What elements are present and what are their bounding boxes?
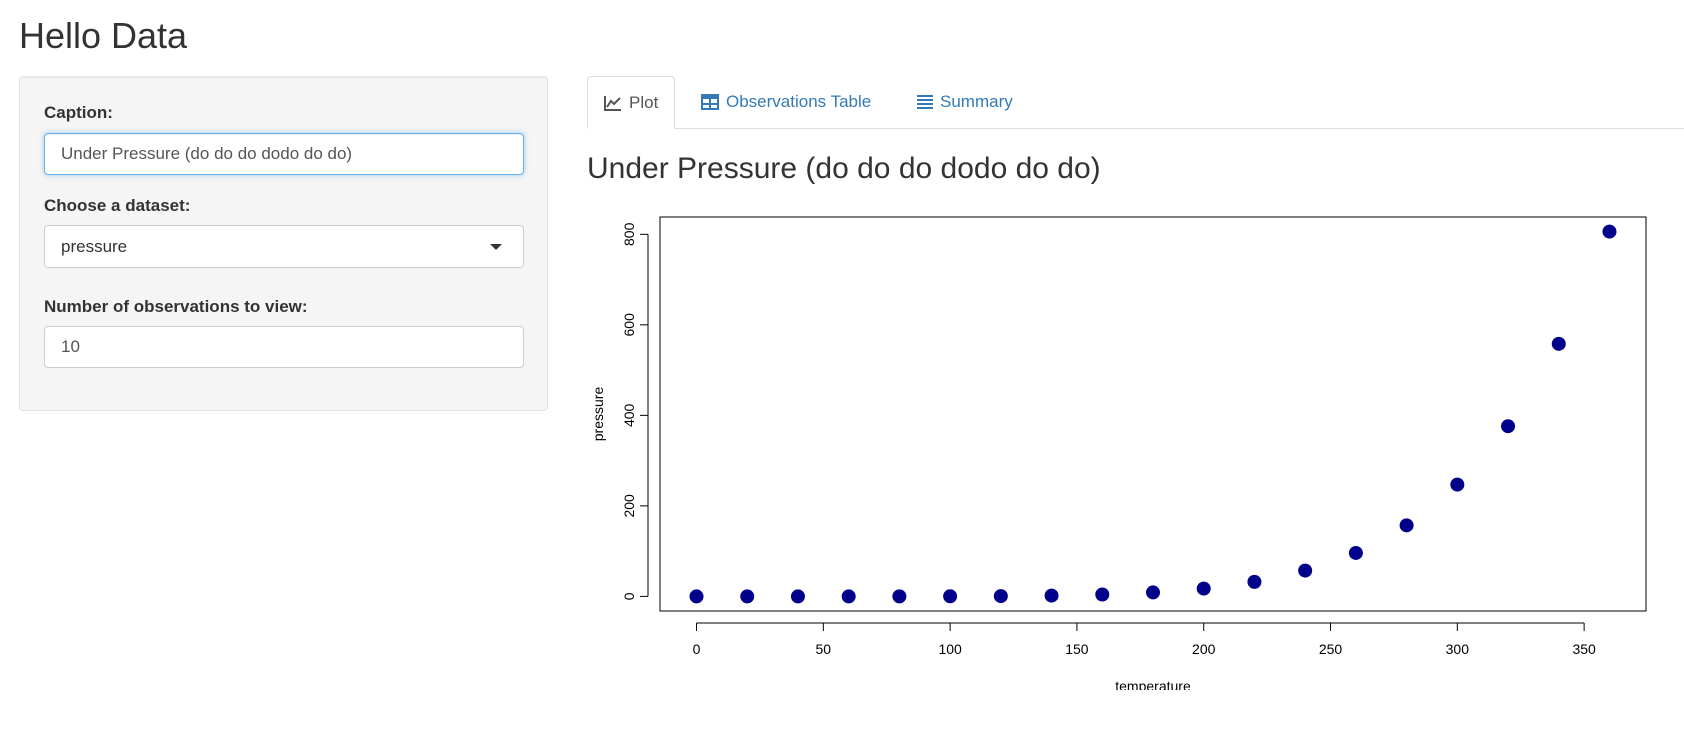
x-axis-title: temperature xyxy=(1115,678,1191,690)
data-point xyxy=(1196,581,1211,596)
x-tick-label: 200 xyxy=(1192,641,1216,657)
y-axis-title: pressure xyxy=(590,387,606,442)
data-point xyxy=(1501,419,1516,434)
x-tick-label: 100 xyxy=(938,641,962,657)
x-tick-label: 50 xyxy=(816,641,832,657)
x-tick-label: 250 xyxy=(1319,641,1343,657)
y-tick-label: 200 xyxy=(621,494,637,518)
data-point xyxy=(1298,563,1313,578)
plot-title: Under Pressure (do do do dodo do do) xyxy=(587,152,1101,185)
data-point xyxy=(892,589,907,604)
y-tick-label: 0 xyxy=(621,592,637,600)
data-point xyxy=(993,589,1008,604)
dataset-label: Choose a dataset: xyxy=(44,196,191,215)
data-point xyxy=(790,589,805,604)
data-point xyxy=(1602,224,1617,239)
caret-down-icon xyxy=(490,244,502,250)
sidebar-panel: Caption: Choose a dataset: pressure Numb… xyxy=(19,76,548,411)
tab-plot[interactable]: Plot xyxy=(587,76,676,129)
data-point xyxy=(1146,585,1160,600)
data-point xyxy=(1348,545,1363,560)
tab-observations-table[interactable]: Observations Table xyxy=(685,76,887,128)
data-point xyxy=(1399,518,1414,533)
y-tick-label: 400 xyxy=(621,403,637,427)
tab-observations-table-label: Observations Table xyxy=(726,92,872,111)
y-tick-label: 800 xyxy=(621,222,637,246)
scatter-plot: 0 50 100 150 200 250 300 350 0 200 400 600 800 temper… xyxy=(590,216,1647,694)
observations-input[interactable] xyxy=(44,326,524,368)
x-tick-label: 300 xyxy=(1446,641,1470,657)
data-point xyxy=(740,589,755,604)
tab-bar: Plot Observations Table Summary xyxy=(587,76,1684,129)
observations-label: Number of observations to view: xyxy=(44,297,308,316)
data-point xyxy=(841,589,856,604)
caption-label: Caption: xyxy=(44,103,113,122)
tab-plot-label: Plot xyxy=(629,92,659,112)
y-tick-label: 600 xyxy=(621,313,637,337)
data-point xyxy=(1450,477,1465,492)
data-point xyxy=(1247,574,1262,589)
data-point xyxy=(943,589,958,604)
data-point xyxy=(689,589,704,604)
dataset-select-value: pressure xyxy=(61,237,128,256)
list-icon xyxy=(917,94,933,110)
x-tick-label: 0 xyxy=(693,641,701,657)
data-point xyxy=(1044,588,1059,603)
x-tick-label: 150 xyxy=(1065,641,1089,657)
dataset-select[interactable]: pressure xyxy=(44,225,524,268)
data-point xyxy=(1095,587,1110,602)
line-chart-icon xyxy=(604,95,622,111)
caption-input[interactable] xyxy=(44,133,524,175)
plot-output: 0 50 100 150 200 250 300 350 0 200 400 600 800 temper… xyxy=(587,200,1684,695)
app-title: Hello Data xyxy=(19,15,188,56)
table-icon xyxy=(701,94,719,110)
x-tick-label: 350 xyxy=(1572,641,1596,657)
tab-summary-label: Summary xyxy=(940,92,1013,111)
plot-frame xyxy=(659,216,1647,612)
data-point xyxy=(1551,336,1566,351)
tab-summary[interactable]: Summary xyxy=(901,76,1029,128)
